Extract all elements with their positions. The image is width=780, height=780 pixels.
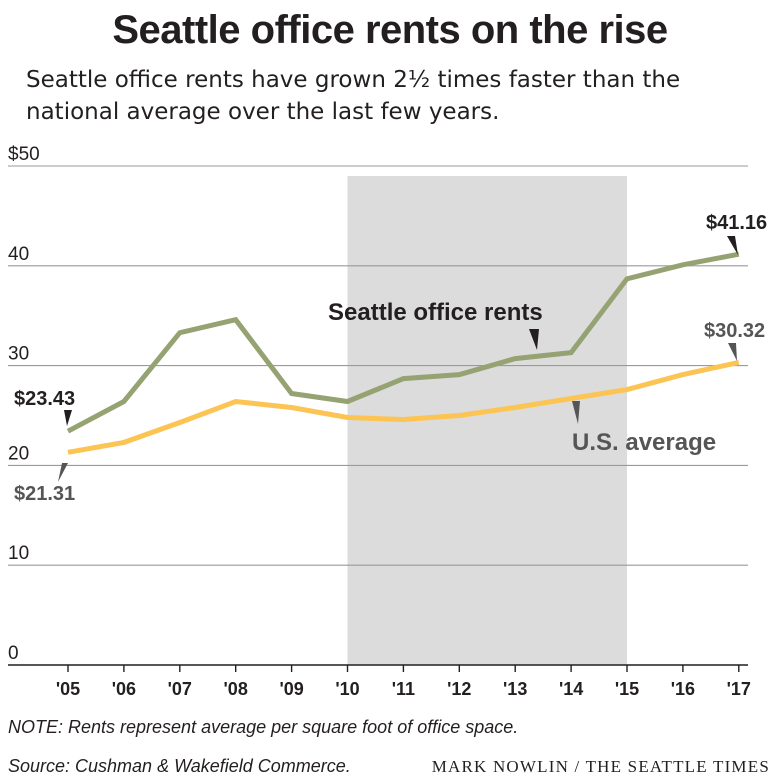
us-series-label: U.S. average [572,429,716,456]
x-tick-label: '17 [727,679,751,699]
seattle-start-value-label: $23.43 [14,388,75,410]
us-end-pointer [728,343,737,361]
chart-subtitle: Seattle office rents have grown 2½ times… [26,67,681,125]
x-tick-label: '08 [224,679,248,699]
seattle-series-line [66,251,740,434]
x-tick-label: '06 [112,679,136,699]
chart-credit: MARK NOWLIN / THE SEATTLE TIMES [431,757,770,776]
us-start-value-label: $21.31 [14,483,75,505]
y-tick-label: $50 [8,144,40,165]
x-tick-label: '16 [671,679,695,699]
seattle-end-pointer [727,236,738,255]
us-start-pointer [58,463,68,482]
chart-source: Source: Cushman & Wakefield Commerce. [8,756,351,776]
line-chart: 0 10 20 30 40 $50 '05 '06 '07 '08 '09 '10 '11 '12 '13 '… [8,144,767,699]
x-tick-label: '11 [392,679,415,699]
us-end-value-label: $30.32 [704,320,765,342]
y-tick-label: 30 [8,344,29,365]
x-tick-label: '05 [56,679,80,699]
seattle-series-label-pointer [529,329,539,350]
seattle-series-label: Seattle office rents [328,299,543,326]
x-tick-label: '15 [615,679,639,699]
chart-title: Seattle office rents on the rise [112,8,668,52]
x-tick-label: '13 [503,679,527,699]
x-tick-label: '07 [168,679,192,699]
y-tick-label: 40 [8,244,29,265]
chart-note: NOTE: Rents represent average per square… [8,717,519,737]
y-tick-label: 20 [8,443,29,464]
y-tick-label: 0 [8,643,19,664]
y-tick-label: 10 [8,543,29,564]
x-tick-label: '12 [447,679,471,699]
seattle-end-value-label: $41.16 [706,212,767,234]
seattle-start-pointer [64,410,72,426]
us-series-label-pointer [572,401,580,424]
us-average-series-line [67,359,740,455]
x-tick-label: '14 [559,679,583,699]
x-tick-label: '10 [335,679,359,699]
x-tick-label: '09 [279,679,303,699]
